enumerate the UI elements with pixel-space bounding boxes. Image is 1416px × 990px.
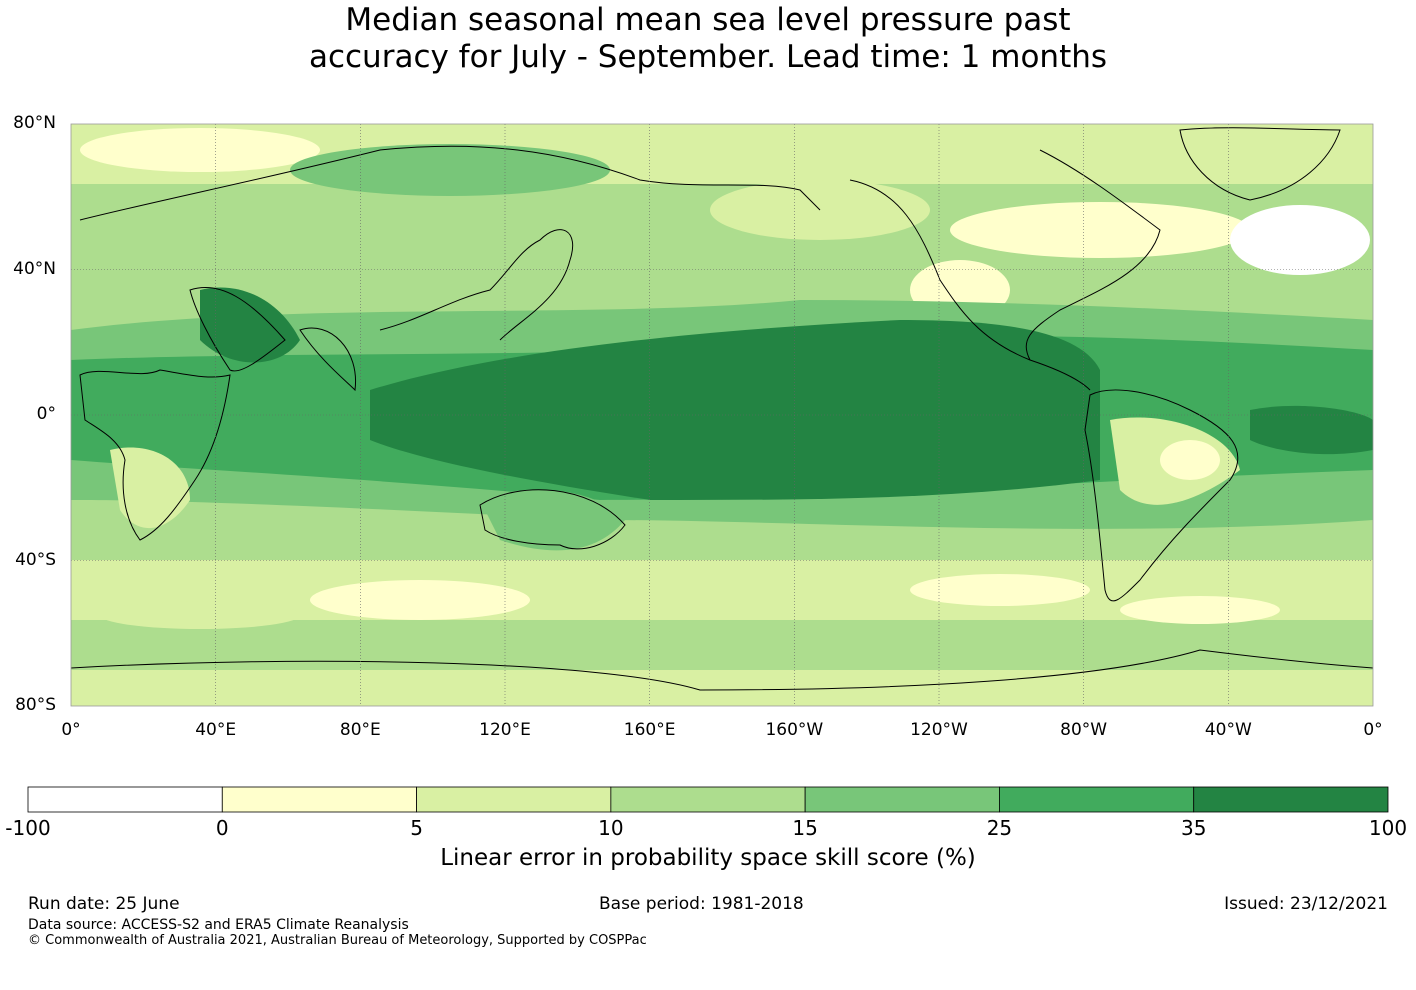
colorbar-segment xyxy=(999,786,1195,813)
base-period: Base period: 1981-2018 xyxy=(599,894,804,914)
longitude-label: 160°W xyxy=(765,720,824,740)
field-patch xyxy=(950,202,1250,258)
field-patch xyxy=(480,489,625,551)
copyright: © Commonwealth of Australia 2021, Austra… xyxy=(28,933,647,948)
latitude-label: 80°N xyxy=(13,113,56,133)
east-asia-coastline xyxy=(379,229,574,341)
longitude-label: 40°W xyxy=(1204,720,1252,740)
latitude-label: 0° xyxy=(36,404,56,424)
south-america-coastline xyxy=(1084,389,1239,602)
colorbar-tick-label: 0 xyxy=(215,816,229,840)
title-line-1: Median seasonal mean sea level pressure … xyxy=(345,2,1071,38)
title-line-2: accuracy for July - September. Lead time… xyxy=(308,39,1108,75)
latitude-label: 40°S xyxy=(15,549,56,570)
coastlines xyxy=(71,127,1373,691)
field-patch xyxy=(290,144,610,196)
field-patch xyxy=(100,601,300,629)
field-band xyxy=(71,630,1373,670)
gridlines xyxy=(71,124,1373,706)
australia-coastline xyxy=(479,489,626,550)
colorbar-segment xyxy=(27,786,223,813)
africa-coastline xyxy=(79,369,231,541)
field-patch xyxy=(910,574,1090,606)
arabia-coastline xyxy=(189,286,286,372)
field-core xyxy=(370,320,1100,500)
chart-title: Median seasonal mean sea level pressure … xyxy=(0,2,1416,76)
map-field xyxy=(71,124,1373,706)
colorbar-tick-label: 5 xyxy=(410,816,423,840)
colorbar-tick-label: 35 xyxy=(1180,816,1207,840)
colorbar-segment xyxy=(610,786,806,813)
field-band xyxy=(71,670,1373,706)
colorbar xyxy=(27,786,1389,813)
field-patch xyxy=(1230,205,1370,275)
north-america-east-coastline xyxy=(1025,149,1161,361)
map-frame xyxy=(70,123,1374,707)
colorbar-title: Linear error in probability space skill … xyxy=(440,845,976,871)
field-patch xyxy=(1250,405,1373,455)
field-patch xyxy=(1120,596,1280,624)
colorbar-tick-label: 15 xyxy=(792,816,818,840)
colorbar-tick-label: 25 xyxy=(986,816,1013,840)
colorbar-tick-label: -100 xyxy=(5,816,51,840)
antarctica-coastline xyxy=(71,649,1373,691)
field-patch xyxy=(1160,440,1220,480)
colorbar-segment xyxy=(1193,786,1389,813)
data-source: Data source: ACCESS-S2 and ERA5 Climate … xyxy=(28,917,409,933)
latitude-label: 40°N xyxy=(13,258,56,279)
latitude-label: 80°S xyxy=(15,695,56,715)
field-patch xyxy=(310,580,530,620)
run-date: Run date: 25 June xyxy=(28,894,180,914)
greenland-coastline xyxy=(1179,127,1341,201)
longitude-label: 80°W xyxy=(1060,720,1108,740)
longitude-label: 80°E xyxy=(339,720,381,740)
longitude-label: 0° xyxy=(61,720,81,740)
field-patch xyxy=(80,128,320,172)
north-america-west-coastline xyxy=(849,179,1091,391)
colorbar-segment xyxy=(416,786,612,813)
longitude-label: 0° xyxy=(1363,720,1383,740)
longitude-label: 120°W xyxy=(910,720,968,740)
colorbar-segment xyxy=(221,786,417,813)
longitude-label: 40°E xyxy=(195,720,237,740)
colorbar-tick-label: 10 xyxy=(598,816,624,840)
field-patch xyxy=(200,287,300,363)
eurasia-north-coastline xyxy=(79,145,821,221)
issued-date: Issued: 23/12/2021 xyxy=(1224,894,1388,914)
colorbar-segment xyxy=(804,786,1000,813)
field-patch xyxy=(110,447,190,529)
longitude-label: 160°E xyxy=(623,720,676,740)
india-coastline xyxy=(299,327,357,392)
longitude-label: 120°E xyxy=(479,720,531,740)
colorbar-tick-label: 100 xyxy=(1368,816,1408,840)
